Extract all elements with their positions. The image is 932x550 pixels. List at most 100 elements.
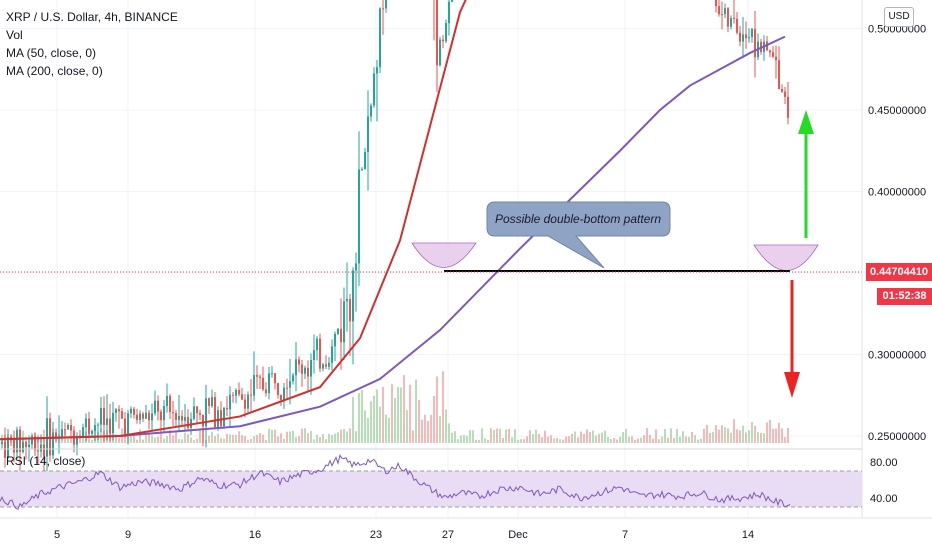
candle-body [187, 417, 189, 429]
volume-bar [697, 439, 699, 443]
volume-bar [124, 432, 126, 443]
volume-bar [637, 438, 639, 443]
legend-ma50[interactable]: MA (50, close, 0) [6, 46, 97, 60]
price-tick-label: 0.25000000 [868, 431, 926, 443]
volume-bar [421, 419, 423, 443]
candle-body [781, 88, 783, 92]
volume-bar [67, 439, 69, 443]
candle-body [751, 28, 753, 38]
annotation-text: Possible double-bottom pattern [495, 212, 661, 226]
volume-bar [514, 429, 516, 443]
volume-bar [439, 416, 441, 443]
candle-body [280, 394, 282, 401]
volume-bar [349, 428, 351, 443]
volume-bar [769, 419, 771, 443]
volume-bar [337, 432, 339, 443]
candle-body [226, 407, 228, 410]
candle-body [451, 0, 453, 2]
candle-body [319, 338, 321, 369]
volume-bar [691, 431, 693, 443]
candle-body [376, 67, 378, 74]
volume-bar [517, 439, 519, 443]
legend-vol[interactable]: Vol [6, 28, 23, 42]
candle-body [382, 8, 384, 10]
candle-body [178, 416, 180, 420]
volume-bar [136, 439, 138, 443]
candle-body [316, 338, 318, 351]
volume-bar [346, 431, 348, 443]
time-axis[interactable]: 5 9 16 23 27 Dec 7 14 [54, 529, 754, 541]
candle-body [301, 364, 303, 374]
candle-body [106, 418, 108, 425]
volume-bar [457, 439, 459, 443]
candle-body [235, 389, 237, 396]
volume-bar [544, 430, 546, 443]
legend-rsi[interactable]: RSI (14, close) [6, 454, 86, 468]
volume-bar [781, 428, 783, 443]
volume-bar [244, 436, 246, 443]
volume-bar [313, 439, 315, 443]
volume-bar [214, 436, 216, 443]
candle-body [193, 406, 195, 419]
volume-bar [520, 439, 522, 443]
candle-body [748, 37, 750, 39]
candle-body [205, 398, 207, 427]
last-price-label: 0.44704410 [866, 263, 932, 281]
candle-body [22, 442, 24, 452]
candle-body [304, 367, 306, 374]
candle-body [40, 444, 42, 452]
volume-bar [157, 436, 159, 443]
candle-body [64, 429, 66, 431]
volume-bar [706, 425, 708, 443]
volume-bar [757, 432, 759, 443]
volume-bar [772, 428, 774, 443]
volume-bar [382, 386, 384, 443]
candle-body [172, 412, 174, 414]
legend-ma200[interactable]: MA (200, close, 0) [6, 64, 103, 78]
price-axis[interactable]: 0.750000000.700000000.650000000.60000000… [868, 0, 926, 444]
candle-body [109, 418, 111, 434]
volume-bar [553, 438, 555, 443]
volume-bar [541, 437, 543, 443]
symbol-title[interactable]: XRP / U.S. Dollar, 4h, BINANCE [6, 10, 178, 24]
volume-bar [130, 434, 132, 443]
volume-bar [469, 430, 471, 443]
volume-bar [91, 439, 93, 443]
currency-button[interactable]: USD [884, 7, 914, 27]
candle-body [724, 8, 726, 15]
candle-body [775, 56, 777, 61]
ma50-line [0, 0, 467, 441]
volume-bar [448, 423, 450, 443]
volume-bar [151, 435, 153, 443]
volume-bar [661, 436, 663, 443]
volume-bar [622, 432, 624, 443]
volume-bar [343, 429, 345, 443]
volume-bar [481, 428, 483, 443]
volume-bar [550, 435, 552, 443]
volume-bar [427, 421, 429, 443]
candle-body [307, 367, 309, 377]
candle-body [385, 0, 387, 9]
volume-bar [568, 436, 570, 443]
volume-bar [484, 438, 486, 443]
volume-bar [259, 433, 261, 443]
candle-body [88, 418, 90, 434]
candle-body [148, 412, 150, 421]
volume-bar [322, 434, 324, 443]
volume-bar [664, 429, 666, 443]
volume-bar [400, 387, 402, 443]
volume-bar [262, 434, 264, 443]
volume-bar [571, 433, 573, 443]
volume-bar [229, 434, 231, 443]
candle-body [379, 8, 381, 68]
candle-body [76, 436, 78, 445]
volume-bar [775, 428, 777, 443]
candle-body [160, 411, 162, 421]
volume-bar [667, 437, 669, 443]
volume-bar [595, 435, 597, 443]
down-arrow [784, 280, 800, 398]
volume-bar [466, 435, 468, 443]
candle-body [1, 442, 3, 445]
candle-body [772, 52, 774, 57]
